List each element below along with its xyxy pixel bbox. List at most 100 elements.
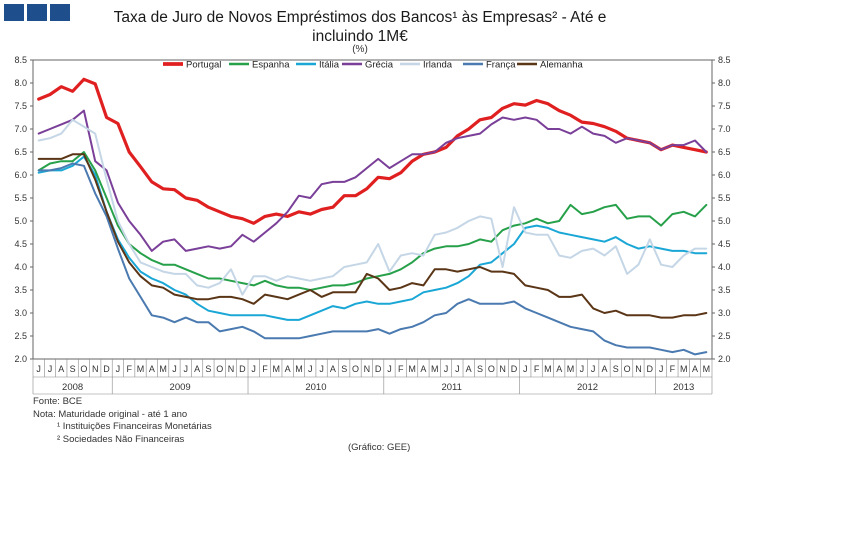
month-label: S	[205, 364, 211, 374]
month-label: A	[330, 364, 336, 374]
series-line-portugal	[37, 77, 708, 225]
series-line-itália	[37, 155, 708, 321]
y-tick-label-right: 7.5	[718, 101, 731, 111]
month-label: N	[228, 364, 235, 374]
month-label: A	[58, 364, 64, 374]
month-label: D	[375, 364, 382, 374]
month-label: M	[137, 364, 145, 374]
month-label: J	[523, 364, 528, 374]
y-tick-label-left: 4.5	[14, 239, 27, 249]
month-label: M	[544, 364, 552, 374]
month-label: J	[48, 364, 53, 374]
legend-label: Portugal	[186, 60, 221, 71]
y-tick-label-left: 7.0	[14, 124, 27, 134]
logo	[4, 4, 70, 21]
month-label: M	[295, 364, 303, 374]
month-label: A	[556, 364, 562, 374]
month-label: J	[455, 364, 460, 374]
legend-label: Espanha	[252, 60, 290, 71]
y-tick-label-right: 3.0	[718, 308, 731, 318]
month-label: N	[499, 364, 506, 374]
month-label: O	[352, 364, 359, 374]
month-label: J	[591, 364, 596, 374]
legend-label: Grécia	[365, 60, 394, 71]
y-tick-label-left: 8.5	[14, 55, 27, 65]
y-tick-label-left: 6.5	[14, 147, 27, 157]
month-label: A	[285, 364, 291, 374]
chart-title-line1: Taxa de Juro de Novos Empréstimos dos Ba…	[113, 9, 607, 26]
y-tick-label-left: 5.5	[14, 193, 27, 203]
footnote-2: ² Sociedades Não Financeiras	[57, 433, 185, 445]
month-label: A	[420, 364, 426, 374]
month-label: O	[624, 364, 631, 374]
y-tick-label-left: 3.5	[14, 285, 27, 295]
series-line-irlanda	[37, 118, 708, 296]
month-label: A	[466, 364, 472, 374]
legend-label: Itália	[319, 60, 340, 71]
series-line-alemanha	[37, 153, 708, 319]
chart-unit: (%)	[352, 44, 368, 55]
month-label: J	[116, 364, 121, 374]
year-label: 2013	[673, 382, 694, 393]
month-label: M	[273, 364, 281, 374]
month-label: M	[431, 364, 439, 374]
logo-block	[27, 4, 47, 21]
month-label: S	[477, 364, 483, 374]
legend-label: Irlanda	[423, 60, 453, 71]
chart-title: Taxa de Juro de Novos Empréstimos dos Ba…	[80, 8, 640, 46]
month-label: D	[647, 364, 654, 374]
y-tick-label-right: 8.0	[718, 78, 731, 88]
y-tick-label-right: 3.5	[718, 285, 731, 295]
month-label: S	[70, 364, 76, 374]
y-tick-label-left: 2.0	[14, 354, 27, 364]
y-tick-label-right: 2.0	[718, 354, 731, 364]
series-line-espanha	[37, 151, 708, 291]
month-label: J	[659, 364, 664, 374]
month-label: F	[126, 364, 132, 374]
y-tick-label-right: 4.0	[718, 262, 731, 272]
month-label: F	[670, 364, 676, 374]
month-label: D	[103, 364, 110, 374]
month-label: J	[319, 364, 324, 374]
month-label: N	[635, 364, 642, 374]
month-label: J	[444, 364, 449, 374]
legend-label: França	[486, 60, 516, 71]
source-note: Fonte: BCE	[33, 396, 83, 407]
y-tick-label-left: 4.0	[14, 262, 27, 272]
footnote-1: ¹ Instituições Financeiras Monetárias	[57, 421, 212, 432]
month-label: A	[194, 364, 200, 374]
month-label: F	[398, 364, 404, 374]
month-label: J	[36, 364, 41, 374]
year-label: 2011	[441, 382, 461, 393]
y-tick-label-right: 5.5	[718, 193, 731, 203]
month-label: A	[601, 364, 607, 374]
logo-block	[50, 4, 70, 21]
y-tick-label-left: 6.0	[14, 170, 27, 180]
series-line-grécia	[37, 109, 708, 252]
year-label: 2010	[305, 382, 326, 393]
month-label: O	[216, 364, 223, 374]
y-tick-label-right: 6.5	[718, 147, 731, 157]
month-label: A	[692, 364, 698, 374]
year-label: 2012	[577, 382, 598, 393]
y-tick-label-left: 3.0	[14, 308, 27, 318]
month-label: M	[567, 364, 575, 374]
month-label: M	[680, 364, 688, 374]
logo-block	[4, 4, 24, 21]
month-label: S	[341, 364, 347, 374]
year-label: 2009	[170, 382, 191, 393]
y-tick-label-left: 8.0	[14, 78, 27, 88]
chart-credit: (Gráfico: GEE)	[348, 442, 411, 453]
y-tick-label-right: 6.0	[718, 170, 731, 180]
month-label: N	[92, 364, 99, 374]
y-tick-label-right: 7.0	[718, 124, 731, 134]
y-tick-label-right: 8.5	[718, 55, 731, 65]
chart-notes: Fonte: BCE Nota: Maturidade original - a…	[33, 396, 212, 446]
month-label: J	[172, 364, 177, 374]
chart-title-line2: incluindo 1M€	[312, 28, 408, 45]
y-tick-label-left: 2.5	[14, 331, 27, 341]
month-label: M	[159, 364, 167, 374]
month-label: J	[580, 364, 585, 374]
month-label: A	[149, 364, 155, 374]
